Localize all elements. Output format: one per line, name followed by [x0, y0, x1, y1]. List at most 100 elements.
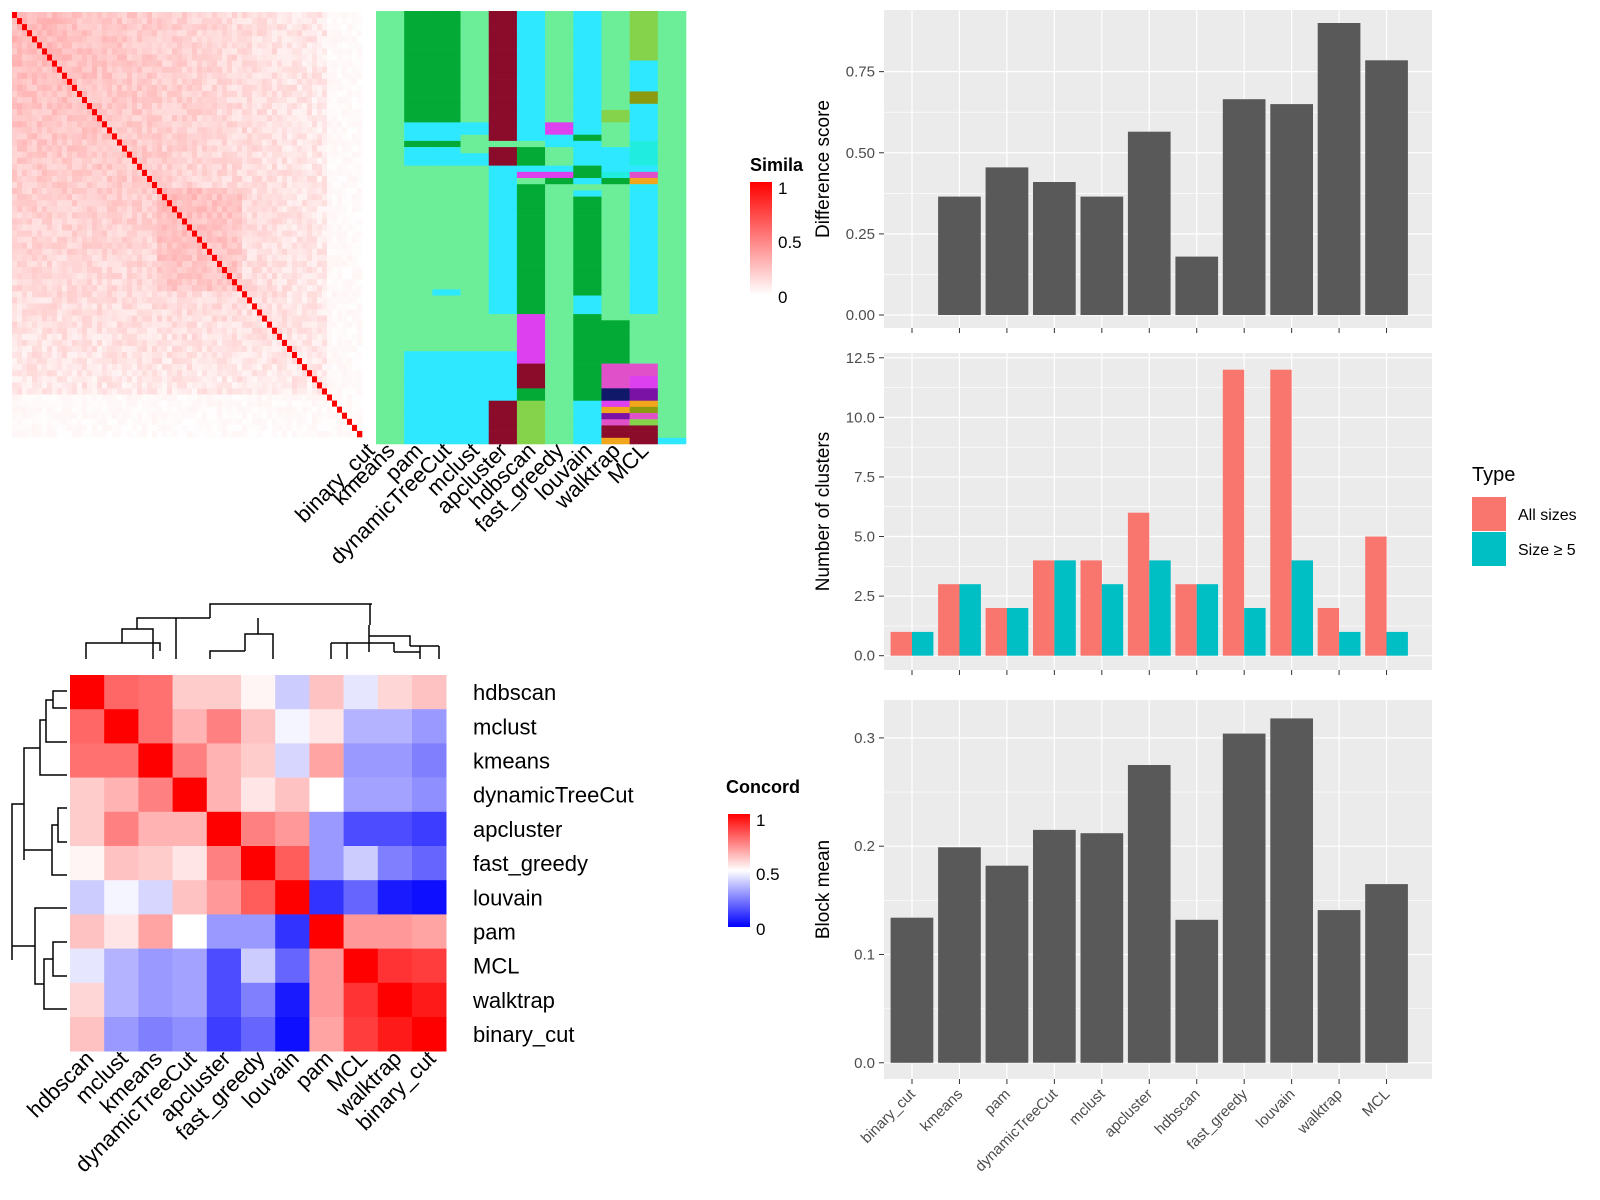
similarity-cell	[292, 248, 298, 256]
similarity-cell	[42, 315, 48, 322]
classification-cell	[376, 60, 405, 67]
similarity-cell	[202, 260, 208, 268]
similarity-cell	[207, 309, 213, 316]
similarity-cell	[242, 151, 248, 159]
similarity-cell	[72, 309, 78, 316]
similarity-cell	[342, 12, 348, 19]
similarity-cell	[347, 279, 353, 286]
similarity-cell	[192, 273, 198, 280]
similarity-cell	[302, 230, 308, 237]
similarity-cell	[12, 339, 18, 347]
similarity-cell	[327, 121, 333, 128]
similarity-cell	[297, 430, 303, 438]
similarity-cell	[67, 309, 73, 316]
similarity-cell	[217, 30, 223, 37]
similarity-cell	[127, 218, 133, 225]
similarity-cell	[172, 388, 178, 395]
similarity-cell	[72, 90, 78, 98]
similarity-cell	[72, 267, 78, 274]
similarity-cell	[217, 297, 223, 304]
similarity-cell	[197, 66, 203, 74]
similarity-cell	[182, 72, 188, 80]
similarity-cell	[252, 72, 258, 80]
similarity-cell	[212, 412, 218, 420]
similarity-cell	[202, 248, 208, 256]
similarity-cell	[222, 188, 228, 195]
similarity-cell	[147, 345, 153, 353]
similarity-cell	[107, 218, 113, 225]
similarity-cell	[202, 285, 208, 292]
similarity-cell	[147, 90, 153, 98]
similarity-cell	[232, 175, 238, 183]
similarity-cell	[232, 18, 238, 25]
similarity-cell	[252, 218, 258, 225]
similarity-cell	[32, 127, 38, 134]
similarity-cell	[27, 127, 33, 134]
similarity-cell	[302, 418, 308, 426]
similarity-cell	[67, 24, 73, 31]
similarity-cell	[137, 212, 143, 219]
similarity-cell	[57, 36, 63, 43]
similarity-cell	[257, 175, 263, 183]
similarity-cell	[142, 218, 148, 225]
similarity-cell	[127, 30, 133, 37]
similarity-cell	[287, 382, 293, 389]
similarity-cell	[152, 127, 158, 134]
similarity-cell	[107, 388, 113, 395]
similarity-cell	[12, 60, 18, 67]
similarity-cell	[132, 230, 138, 237]
similarity-cell	[342, 54, 348, 61]
similarity-cell	[167, 279, 173, 286]
similarity-cell	[92, 24, 98, 31]
similarity-cell	[177, 60, 183, 67]
similarity-cell	[132, 218, 138, 225]
similarity-cell	[132, 400, 138, 407]
similarity-cell	[262, 248, 268, 256]
similarity-cell	[192, 412, 198, 420]
similarity-cell	[352, 321, 358, 329]
similarity-cell	[272, 321, 278, 329]
similarity-cell	[337, 60, 343, 67]
similarity-cell	[117, 97, 123, 104]
similarity-cell	[132, 254, 138, 262]
similarity-cell	[332, 315, 338, 322]
similarity-cell	[42, 90, 48, 98]
similarity-cell	[232, 84, 238, 92]
similarity-cell	[252, 60, 258, 67]
similarity-cell	[27, 315, 33, 322]
similarity-cell	[187, 236, 193, 244]
similarity-cell	[307, 188, 313, 195]
similarity-cell	[127, 84, 133, 92]
similarity-cell	[47, 339, 53, 347]
similarity-cell	[167, 297, 173, 304]
similarity-cell	[357, 145, 363, 152]
similarity-cell	[32, 139, 38, 146]
similarity-cell	[107, 169, 113, 177]
similarity-cell	[147, 30, 153, 37]
similarity-cell	[277, 242, 283, 250]
similarity-cell	[32, 376, 38, 383]
similarity-cell	[47, 42, 53, 49]
similarity-cell	[337, 139, 343, 146]
similarity-cell	[207, 157, 213, 165]
similarity-cell	[27, 90, 33, 98]
similarity-cell	[162, 267, 168, 274]
similarity-cell	[237, 406, 243, 414]
similarity-cell	[347, 370, 353, 377]
similarity-cell	[197, 424, 203, 432]
similarity-cell	[197, 242, 203, 250]
similarity-cell	[177, 358, 183, 365]
similarity-cell	[162, 18, 168, 25]
similarity-cell	[287, 48, 293, 55]
similarity-cell	[212, 364, 218, 371]
similarity-cell	[147, 194, 153, 201]
similarity-cell	[317, 157, 323, 165]
classification-cell	[404, 23, 433, 30]
similarity-cell	[317, 333, 323, 341]
similarity-cell	[112, 291, 118, 298]
similarity-cell	[287, 376, 293, 383]
similarity-cell	[327, 394, 333, 401]
classification-cell	[629, 48, 659, 55]
similarity-cell	[182, 285, 188, 292]
similarity-cell	[12, 78, 18, 86]
